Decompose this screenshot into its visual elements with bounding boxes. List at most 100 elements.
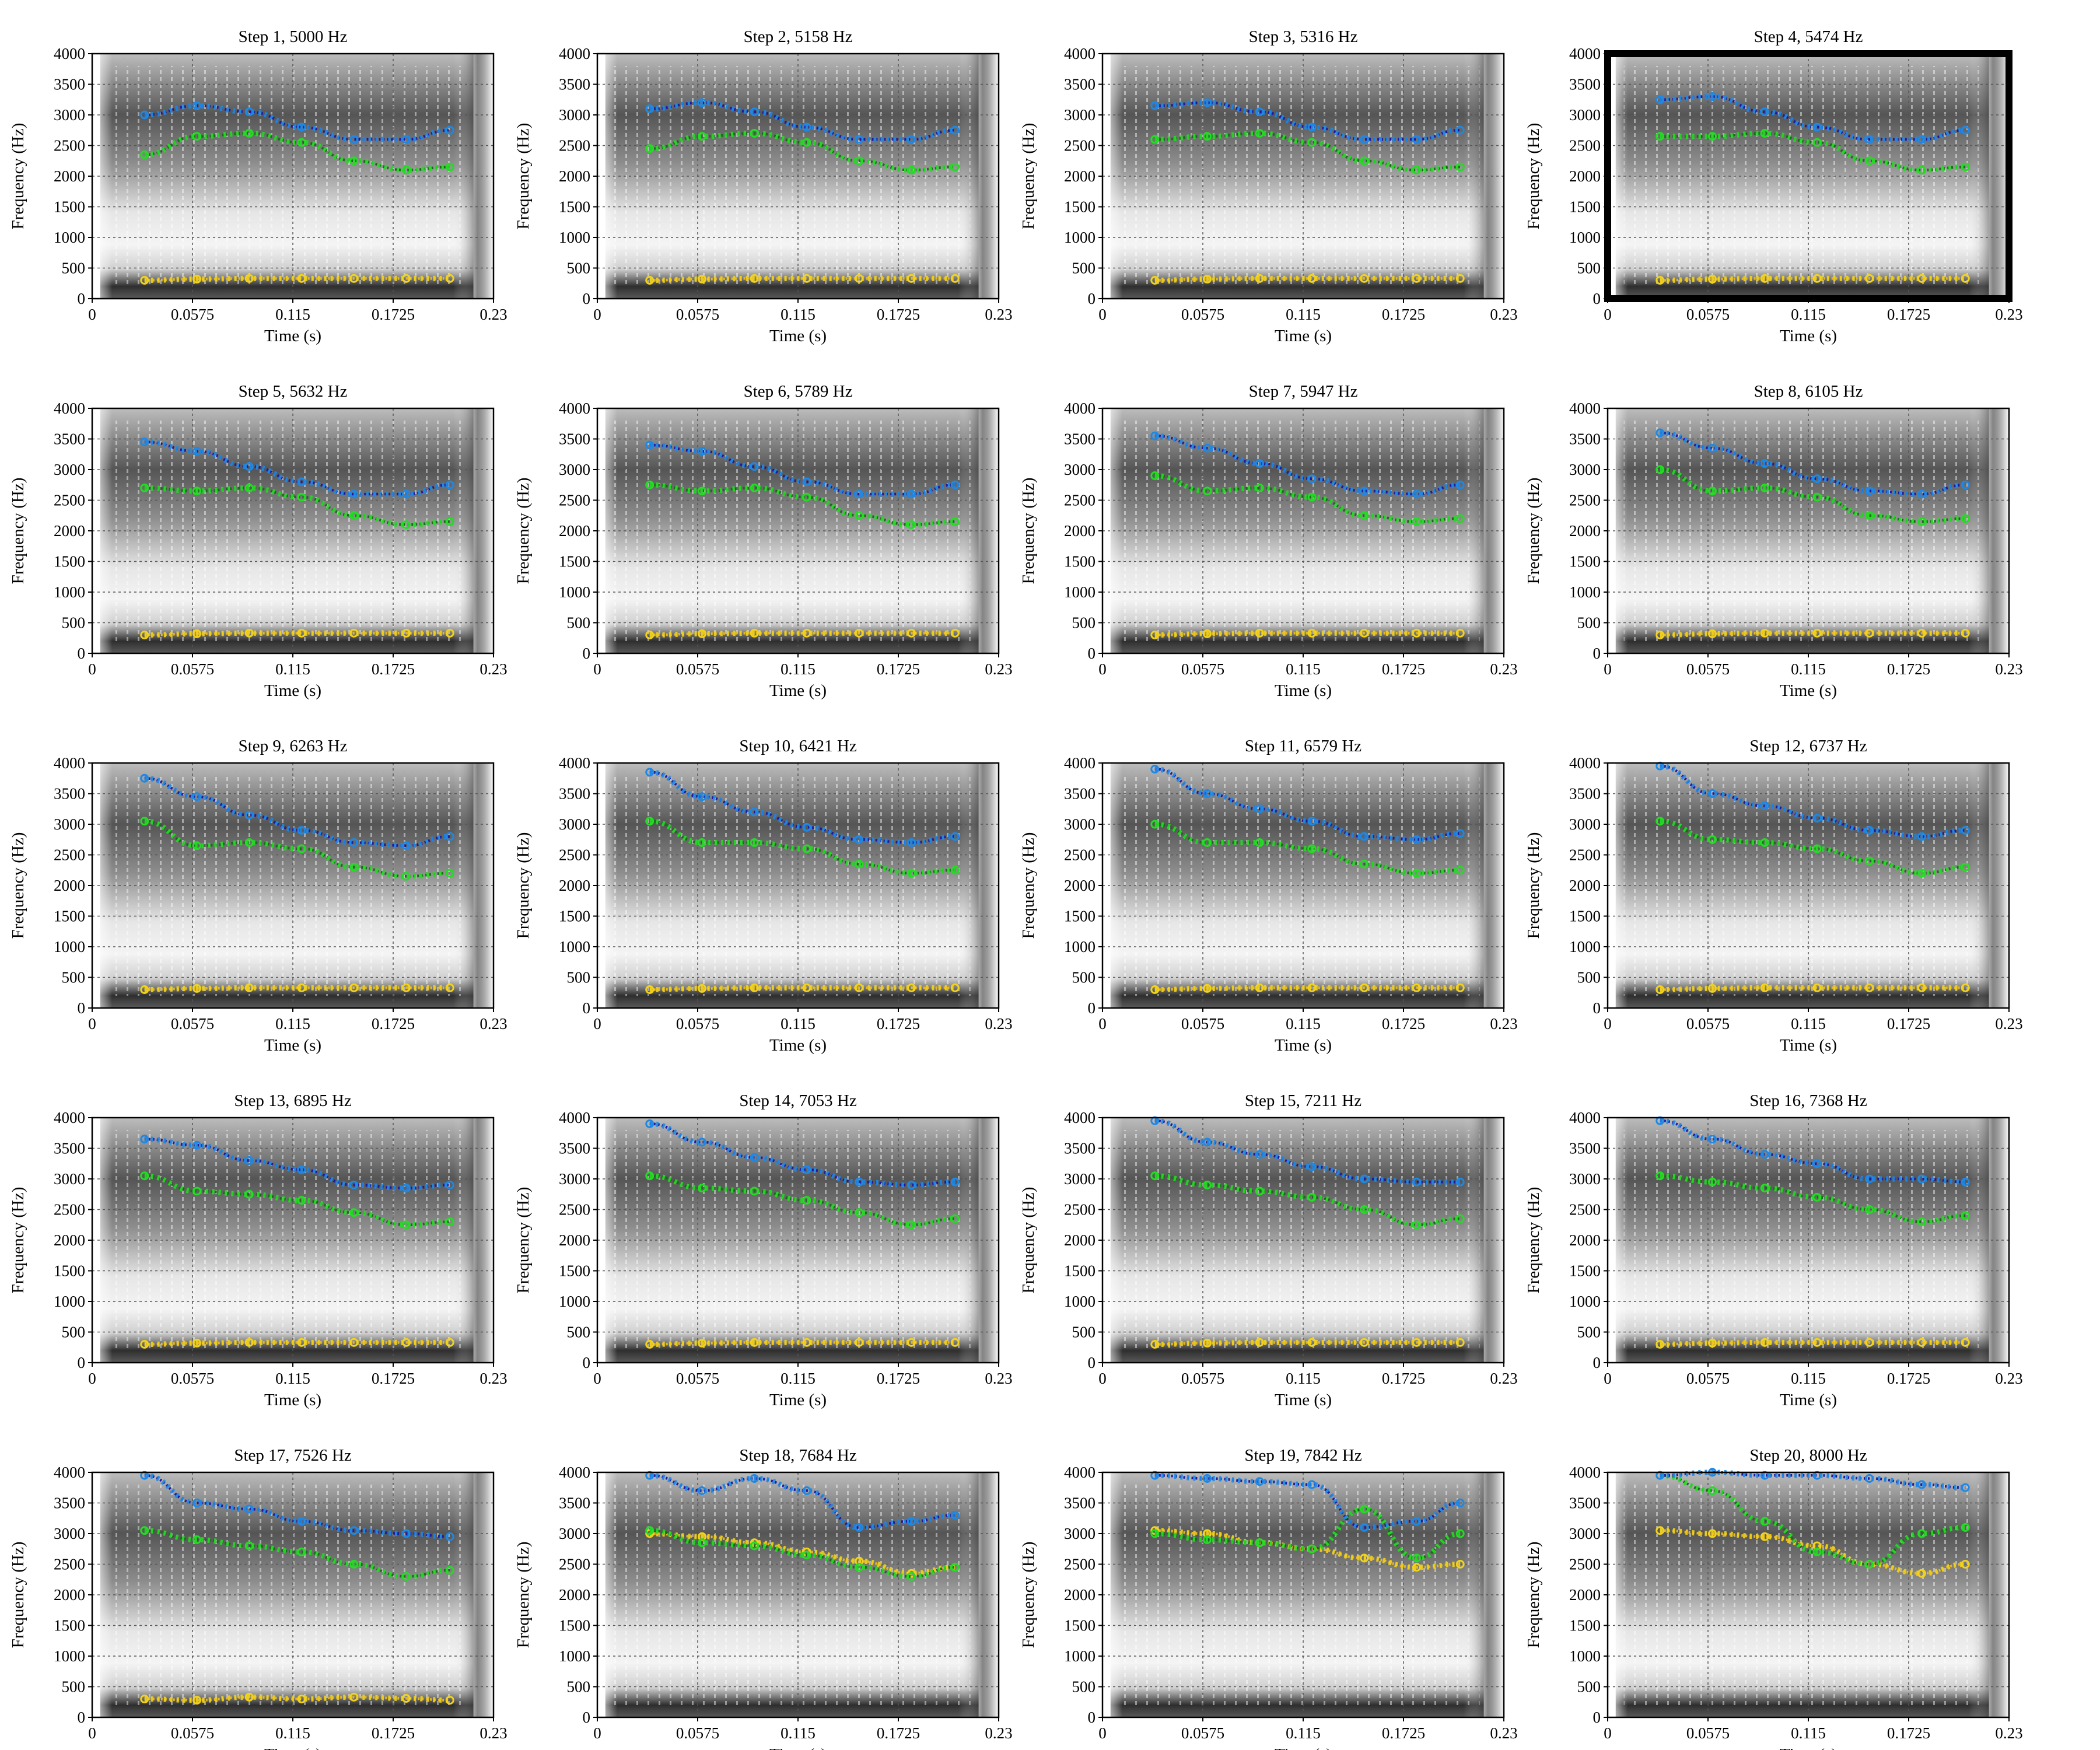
formant-point-f2: [401, 1572, 411, 1581]
formant-track-f3: [649, 442, 956, 497]
x-tick-label: 0: [1098, 1015, 1107, 1032]
panel-title: Step 4, 5474 Hz: [1754, 27, 1863, 46]
y-tick-label: 500: [1577, 1324, 1601, 1341]
formant-track-f1: [144, 630, 450, 638]
formant-point-f2: [645, 144, 654, 153]
formant-point-f2: [1412, 1220, 1421, 1230]
formant-point-f3: [802, 1165, 811, 1174]
formant-point-f1: [1455, 1338, 1465, 1347]
y-axis-label: Frequency (Hz): [1524, 478, 1543, 584]
y-tick-label: 2500: [1569, 846, 1601, 864]
y-tick-label: 3000: [1064, 1170, 1096, 1188]
formant-point-f3: [907, 838, 916, 847]
formant-point-f2: [855, 156, 864, 166]
formant-point-f2: [1255, 838, 1264, 847]
grid: [1608, 408, 2009, 653]
formant-point-f1: [445, 1338, 454, 1347]
formant-point-f1: [401, 274, 411, 283]
formant-point-f1: [297, 1695, 306, 1703]
x-tick-label: 0.115: [780, 1015, 816, 1032]
x-tick-label: 0: [1604, 1370, 1612, 1387]
formant-point-f3: [1707, 443, 1717, 453]
panel-8: 0 0.0575 0.115 0.1725 0.23 0 500 1000 1500 2000 25…: [1524, 382, 2023, 700]
y-tick-label: 3000: [559, 816, 590, 833]
formant-point-f1: [1455, 983, 1465, 992]
x-tick-label: 0.115: [1791, 306, 1826, 323]
y-tick-label: 2000: [1064, 522, 1096, 540]
formant-point-f3: [1202, 789, 1212, 798]
x-tick-label: 0.0575: [171, 660, 214, 678]
formant-point-f2: [697, 132, 706, 141]
panel-title: Step 13, 6895 Hz: [234, 1091, 352, 1110]
x-axis-label: Time (s): [1780, 1745, 1837, 1750]
formant-point-f3: [401, 489, 411, 499]
formant-point-f2: [297, 1548, 306, 1556]
formant-point-f2: [1307, 492, 1317, 502]
x-axis-label: Time (s): [1275, 1036, 1332, 1055]
formant-point-f3: [192, 447, 201, 456]
x-tick-label: 0.0575: [1686, 1370, 1730, 1387]
formant-track-f1: [649, 630, 956, 638]
formant-fit-f3: [1660, 1119, 1966, 1184]
y-tick-label: 4000: [559, 1464, 590, 1481]
y-tick-label: 500: [567, 1678, 591, 1696]
formant-point-f2: [750, 129, 759, 138]
formant-track-f1: [1660, 1528, 1966, 1576]
x-tick-label: 0.23: [985, 660, 1012, 678]
formant-point-f1: [802, 274, 811, 283]
formant-point-f2: [1455, 1214, 1465, 1223]
y-tick-label: 4000: [1064, 754, 1096, 772]
formant-point-f3: [1707, 1135, 1717, 1144]
x-tick-label: 0.0575: [676, 660, 719, 678]
formant-track-f2: [1154, 1173, 1461, 1228]
formant-point-f1: [1307, 274, 1317, 283]
x-tick-label: 0: [88, 306, 96, 323]
x-axis-label: Time (s): [1780, 681, 1837, 700]
y-tick-label: 1500: [54, 553, 85, 570]
formant-point-f3: [1455, 1177, 1465, 1186]
formant-point-f3: [697, 1486, 706, 1495]
formant-point-f2: [1812, 1548, 1822, 1556]
formant-point-f2: [140, 1171, 149, 1181]
formant-track-f1: [1660, 630, 1966, 638]
y-tick-label: 4000: [54, 754, 85, 772]
y-tick-label: 1000: [54, 583, 85, 601]
y-tick-label: 2000: [559, 522, 590, 540]
formant-point-f2: [1961, 514, 1970, 523]
panel-title: Step 11, 6579 Hz: [1245, 737, 1362, 755]
y-tick-label: 1000: [1569, 583, 1601, 601]
x-tick-label: 0.0575: [1181, 1015, 1224, 1032]
formant-point-f1: [1917, 983, 1926, 992]
y-tick-label: 4000: [1064, 45, 1096, 62]
formant-point-f2: [1255, 129, 1264, 138]
formant-point-f2: [1961, 1523, 1970, 1532]
x-tick-label: 0.0575: [1181, 1370, 1224, 1387]
formant-track-f3: [1154, 766, 1461, 842]
formant-point-f3: [802, 1486, 811, 1495]
y-tick-label: 1500: [54, 1262, 85, 1280]
formant-point-f1: [1202, 1338, 1212, 1348]
formant-track-f3: [144, 1136, 450, 1191]
formant-fit-f3: [649, 1122, 956, 1186]
formant-point-f3: [907, 1517, 916, 1526]
y-tick-label: 500: [1072, 1678, 1096, 1696]
formant-point-f3: [1202, 1138, 1212, 1147]
x-tick-label: 0.0575: [676, 1370, 719, 1387]
y-tick-label: 500: [1072, 614, 1096, 632]
formant-point-f1: [1760, 1338, 1769, 1347]
formant-point-f2: [907, 166, 916, 174]
formant-track-f1: [649, 1339, 956, 1347]
formant-point-f3: [349, 1181, 359, 1189]
formant-point-f1: [1202, 629, 1212, 638]
y-tick-label: 4000: [1569, 1464, 1601, 1481]
formant-point-f1: [1707, 629, 1717, 638]
formant-point-f2: [1917, 166, 1926, 174]
panel-7: 0 0.0575 0.115 0.1725 0.23 0 500 1000 1500 2000 25…: [1019, 382, 1518, 700]
formant-point-f1: [855, 274, 864, 283]
formant-point-f3: [244, 107, 254, 117]
formant-point-f1: [1760, 983, 1769, 992]
x-tick-label: 0.1725: [1382, 1015, 1425, 1032]
grid: [92, 763, 494, 1008]
formant-point-f3: [697, 447, 706, 456]
formant-point-f2: [1812, 138, 1822, 147]
